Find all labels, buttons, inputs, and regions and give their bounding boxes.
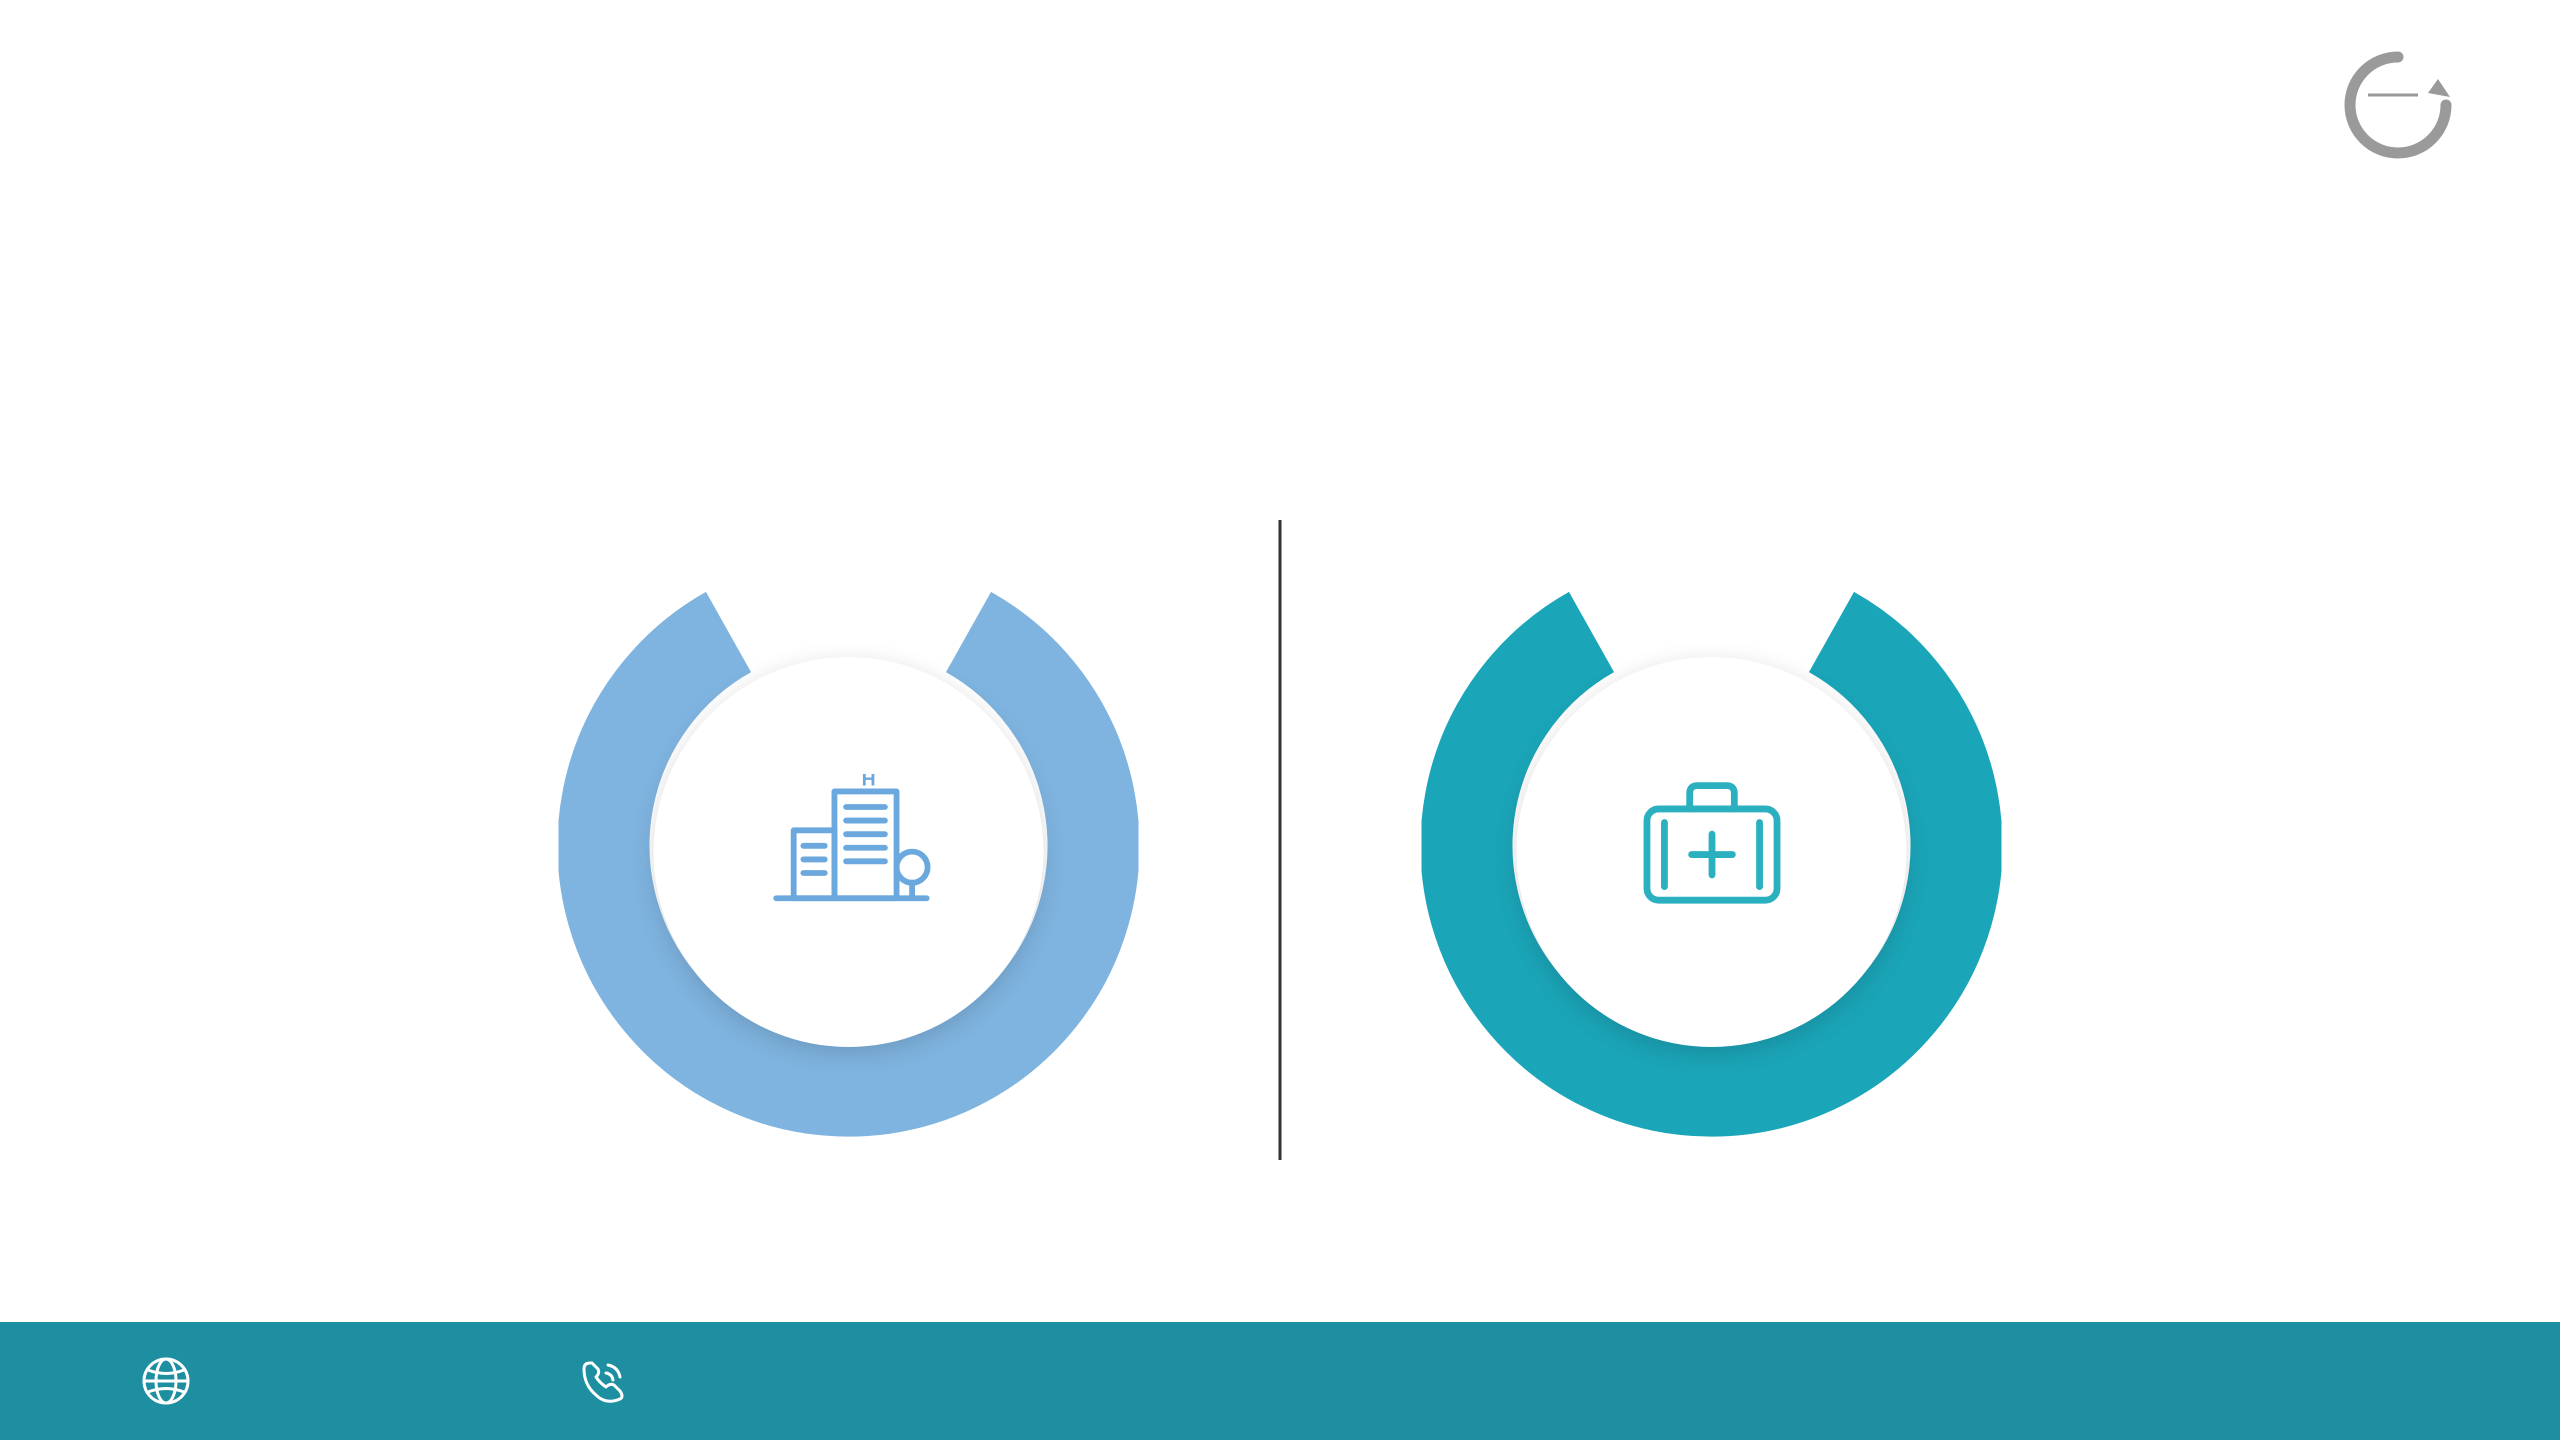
vertical-divider (1279, 520, 1282, 1160)
globe-icon (140, 1355, 192, 1407)
phone-icon (576, 1355, 628, 1407)
footer-bar (0, 1322, 2560, 1440)
part-a-label (699, 500, 999, 580)
part-a-ring: H (559, 562, 1139, 1142)
medical-kit-icon (1629, 777, 1794, 907)
part-b-inner (1517, 657, 1907, 1047)
part-a-card: H (459, 500, 1239, 1142)
part-a-inner: H (654, 657, 1044, 1047)
comparison-content: H (459, 500, 2102, 1160)
part-b-label (1562, 500, 1862, 580)
svg-text:H: H (861, 774, 875, 791)
footer-website[interactable] (140, 1355, 216, 1407)
hospital-building-icon: H (766, 777, 931, 907)
part-b-ring (1422, 562, 2002, 1142)
page-title-block (128, 190, 2432, 196)
logo-swoosh-icon (2338, 45, 2458, 165)
footer-phone[interactable] (576, 1355, 652, 1407)
brand-logo (2338, 45, 2470, 165)
part-b-card (1322, 500, 2102, 1142)
